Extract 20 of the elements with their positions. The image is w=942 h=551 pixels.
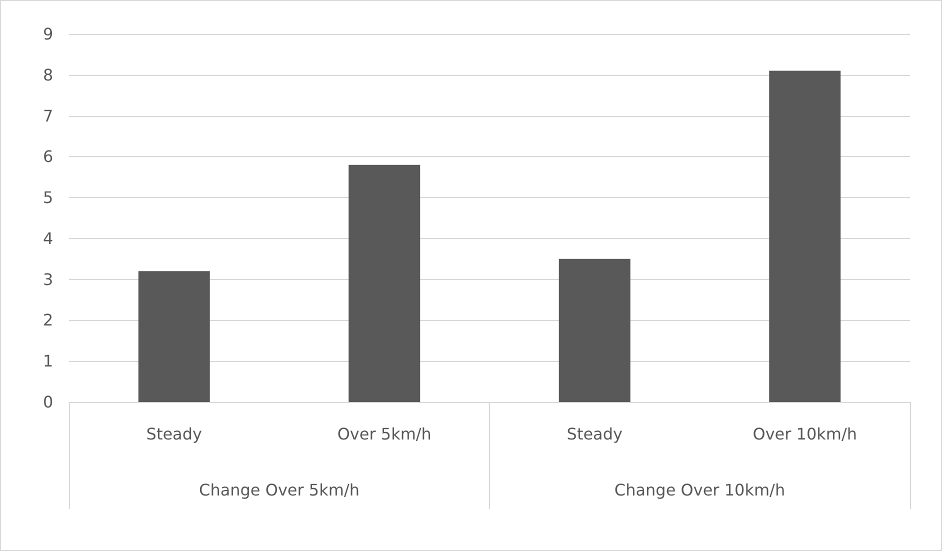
- y-tick-label: 3: [43, 270, 54, 289]
- bar: [769, 70, 841, 402]
- bar: [348, 164, 420, 402]
- y-tick-label: 7: [43, 106, 54, 126]
- x-tick-label: Over 10km/h: [752, 424, 858, 444]
- y-tick-label: 1: [43, 352, 54, 371]
- y-tick-label: 6: [43, 147, 54, 166]
- x-tick-label: Steady: [146, 424, 202, 444]
- y-tick-label: 8: [43, 65, 54, 84]
- bar: [558, 258, 630, 402]
- text: Change Over 10km/h: [614, 480, 786, 500]
- x-tick-label: Steady: [566, 424, 622, 444]
- y-tick-label: 2: [43, 310, 54, 330]
- x-tick-label: Over 5km/h: [337, 424, 432, 444]
- y-tick-label: 4: [43, 228, 54, 248]
- text: Change Over 5km/h: [199, 480, 360, 500]
- bar: [138, 271, 210, 402]
- y-tick-label: 9: [43, 24, 54, 44]
- y-tick-label: 5: [43, 188, 54, 208]
- y-tick-label: 0: [43, 392, 54, 412]
